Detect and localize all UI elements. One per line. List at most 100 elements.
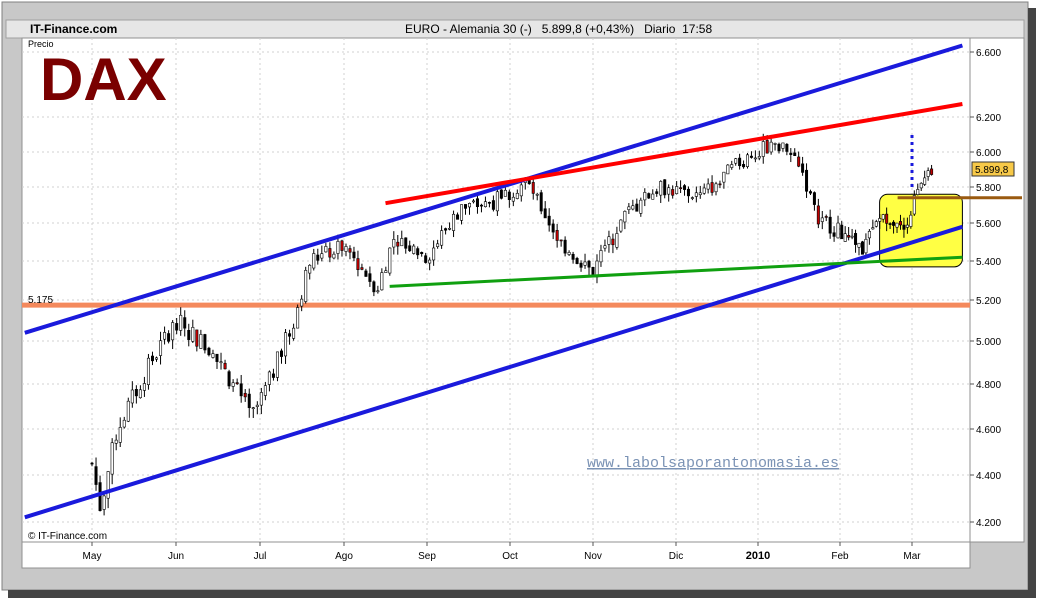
candle-body [179,314,183,331]
candle-body [183,317,187,329]
candle-body [195,329,199,347]
source-name: IT-Finance.com [30,22,117,36]
candle-body [432,247,436,261]
candle-body [491,200,495,210]
instrument-title: EURO - Alemania 30 (-) 5.899,8 (+0,43%) … [405,22,712,36]
candle-body [769,141,773,153]
candle-body [114,439,118,444]
candle-body [738,157,742,167]
candle-body [671,189,675,196]
candle-body [643,192,647,201]
candle-body [356,258,360,271]
price-label: Precio [28,39,54,49]
y-axis: 4.200 4.400 4.600 4.800 5.000 5.200 5.400 5.600… [970,48,1001,529]
candle-body [874,221,878,227]
candle-body [563,239,567,254]
candle-body [247,393,251,409]
candle-body [599,250,603,263]
y-tick-label: 4.400 [976,471,1001,482]
x-tick-label: Mar [903,551,921,562]
y-tick-label: 5.000 [976,337,1001,348]
candle-body [94,466,98,485]
candle-body [376,290,380,293]
y-tick-label: 5.400 [976,257,1001,268]
x-tick-label: Sep [418,551,436,562]
candle-body [320,253,324,259]
candle-body [746,154,750,167]
candle-body [452,213,456,231]
candle-body [352,251,356,259]
copyright: © IT-Finance.com [28,531,107,542]
candle-body [607,236,611,245]
candle-body [702,187,706,194]
candle-body [487,202,491,204]
candle-body [239,383,243,397]
candle-body [215,353,219,362]
candle-body [686,188,690,197]
candle-body [675,186,679,194]
candle-body [171,322,175,341]
candle-body [816,205,820,225]
candle-body [312,253,316,269]
candle-body [679,187,683,189]
candle-body [243,392,247,398]
candle-body [344,246,348,252]
candle-body [667,187,671,195]
candle-body [400,238,404,247]
candle-body [483,201,487,208]
candle-body [926,170,930,177]
candle-body [683,185,687,190]
plot-area [21,37,971,543]
candle-body [328,248,332,258]
candle-body [539,192,543,212]
candle-body [187,330,191,340]
candle-body [259,392,263,406]
candle-body [916,189,920,195]
candle-body [308,264,312,274]
candle-body [714,183,718,193]
candle-body [749,155,753,158]
candle-body [348,248,352,253]
x-tick-label: Jun [168,551,184,562]
candle-body [267,371,271,385]
candle-body [408,245,412,252]
candle-body [384,270,388,273]
candle-body [805,169,809,192]
candle-body [905,224,909,228]
candle-body [627,206,631,210]
candle-body [388,247,392,274]
candle-body [742,164,746,168]
x-tick-label: Nov [584,551,602,562]
candle-body [909,214,913,227]
resistance-line [385,102,963,206]
grid [22,38,970,542]
candle-body [420,252,424,254]
y-tick-label: 5.200 [976,296,1001,307]
candle-body [404,237,408,249]
candle-body [631,205,635,210]
candle-body [555,230,559,241]
candle-body [639,199,643,214]
candle-body [191,327,195,342]
candle-body [777,143,781,152]
window-shadow-bottom [8,590,1036,598]
candle-body [155,357,159,360]
candle-body [263,385,267,396]
x-tick-label: 2010 [746,550,770,562]
candle-body [730,164,734,168]
candle-body [892,221,896,226]
candle-body [203,334,207,351]
candle-body [163,332,167,340]
candle-body [444,228,448,231]
candle-body [551,223,555,233]
consolidation-box [879,193,963,268]
candle-body [722,171,726,183]
candle-body [888,223,892,225]
candle-body [559,239,563,242]
last-price-tag [971,161,1015,177]
candle-body [288,333,292,337]
y-tick-label: 5.600 [976,219,1001,230]
candle-body [332,253,336,259]
candle-body [460,204,464,221]
